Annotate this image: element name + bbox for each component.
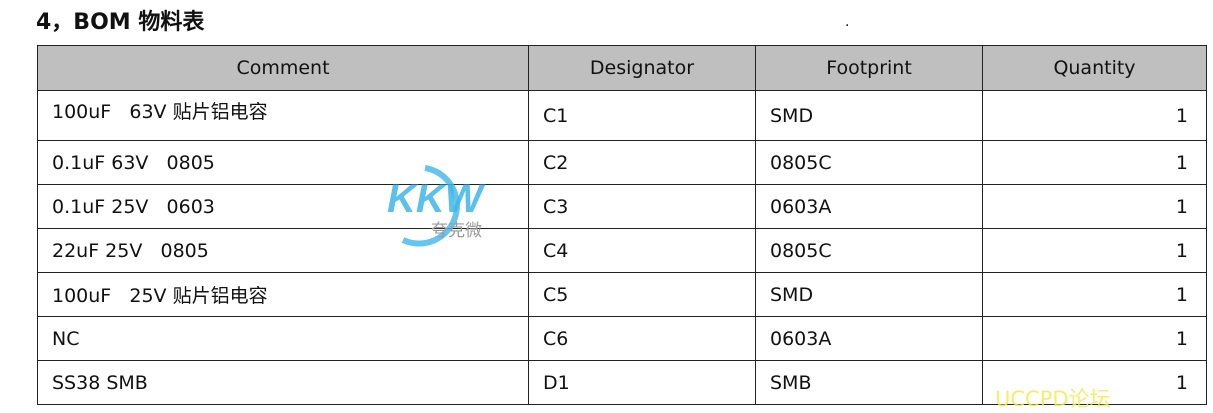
cell-comment: 22uF 25V 0805 xyxy=(37,228,529,273)
cell-comment: SS38 SMB xyxy=(37,360,529,405)
table-row: NC C6 0603A 1 xyxy=(37,316,1207,361)
table-header: Comment Designator Footprint Quantity xyxy=(37,45,1207,91)
cell-comment: 0.1uF 63V 0805 xyxy=(37,140,529,185)
cell-quantity: 1 xyxy=(982,316,1207,361)
header-comment: Comment xyxy=(37,45,529,91)
cell-designator: C5 xyxy=(528,272,756,317)
cell-quantity: 1 xyxy=(982,140,1207,185)
cell-footprint: 0805C xyxy=(755,140,983,185)
cell-comment: NC xyxy=(37,316,529,361)
header-quantity: Quantity xyxy=(982,45,1207,91)
cell-designator: C4 xyxy=(528,228,756,273)
table-row: SS38 SMB D1 SMB 1 xyxy=(37,360,1207,405)
table-row: 22uF 25V 0805 C4 0805C 1 xyxy=(37,228,1207,273)
cell-designator: C6 xyxy=(528,316,756,361)
header-footprint: Footprint xyxy=(755,45,983,91)
header-designator: Designator xyxy=(528,45,756,91)
cell-footprint: 0603A xyxy=(755,184,983,229)
cell-comment: 0.1uF 25V 0603 xyxy=(37,184,529,229)
cell-quantity: 1 xyxy=(982,272,1207,317)
cell-designator: C2 xyxy=(528,140,756,185)
table-row: 0.1uF 63V 0805 C2 0805C 1 xyxy=(37,140,1207,185)
cell-designator: D1 xyxy=(528,360,756,405)
table-row: 0.1uF 25V 0603 C3 0603A 1 xyxy=(37,184,1207,229)
cell-comment: 100uF 63V 贴片铝电容 xyxy=(37,90,529,141)
cell-quantity: 1 xyxy=(982,228,1207,273)
cell-footprint: 0805C xyxy=(755,228,983,273)
stray-dot: . xyxy=(845,14,850,30)
cell-footprint: SMB xyxy=(755,360,983,405)
cell-designator: C3 xyxy=(528,184,756,229)
cell-quantity: 1 xyxy=(982,360,1207,405)
cell-designator: C1 xyxy=(528,90,756,141)
cell-footprint: 0603A xyxy=(755,316,983,361)
table-row: 100uF 63V 贴片铝电容 C1 SMD 1 xyxy=(37,90,1207,141)
table-row: 100uF 25V 贴片铝电容 C5 SMD 1 xyxy=(37,272,1207,317)
cell-footprint: SMD xyxy=(755,272,983,317)
cell-quantity: 1 xyxy=(982,184,1207,229)
cell-comment: 100uF 25V 贴片铝电容 xyxy=(37,272,529,317)
forum-watermark: UCCPD论坛 xyxy=(995,387,1111,411)
cell-quantity: 1 xyxy=(982,90,1207,141)
bom-table: Comment Designator Footprint Quantity 10… xyxy=(37,45,1207,405)
cell-footprint: SMD xyxy=(755,90,983,141)
section-title: 4，BOM 物料表 xyxy=(36,10,205,35)
